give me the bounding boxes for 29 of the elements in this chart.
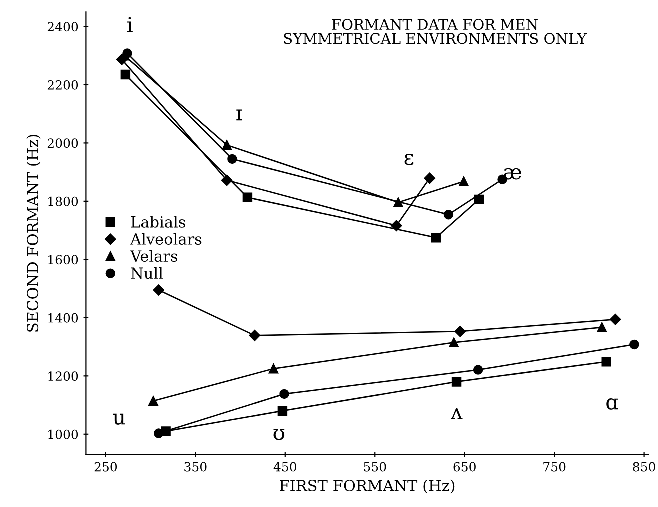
y-axis-title: SECOND FORMANT (Hz) xyxy=(26,135,41,332)
y-tick-label: 1400 xyxy=(48,313,78,323)
x-tick-label: 250 xyxy=(94,462,118,472)
annotation: ɑ xyxy=(606,398,618,410)
annotation: u xyxy=(113,414,126,425)
annotation: ɪ xyxy=(236,110,242,121)
y-tick-label: 1000 xyxy=(48,430,78,440)
y-tick-label: 1200 xyxy=(48,372,78,382)
x-tick-label: 650 xyxy=(454,462,476,472)
y-tick-label: 2200 xyxy=(48,80,78,90)
x-tick-label: 350 xyxy=(184,462,207,472)
annotation: ɛ xyxy=(404,154,414,166)
text: FORMANT DATA FOR MEN SYMMETRICAL ENVIRONMENTS ONLY xyxy=(284,19,588,44)
annotation: i xyxy=(128,17,133,33)
x-tick-label: 750 xyxy=(544,462,566,472)
legend-label: Alveolars xyxy=(130,233,202,245)
legend-label: Velars xyxy=(130,250,178,262)
y-tick-label: 1800 xyxy=(48,196,78,206)
legend-label: Null xyxy=(131,267,164,280)
y-tick-label: 1600 xyxy=(48,255,78,265)
annotation: ʌ xyxy=(451,408,463,420)
x-tick-label: 550 xyxy=(364,462,386,472)
legend-label: Labials xyxy=(131,216,186,228)
x-tick-label: 850 xyxy=(633,462,656,472)
y-tick-label: 2400 xyxy=(48,22,78,32)
x-axis-title: FIRST FORMANT (Hz) xyxy=(280,480,455,494)
y-tick-label: 2000 xyxy=(48,138,78,148)
annotation: ʊ xyxy=(274,429,285,440)
x-tick-label: 450 xyxy=(274,462,296,472)
